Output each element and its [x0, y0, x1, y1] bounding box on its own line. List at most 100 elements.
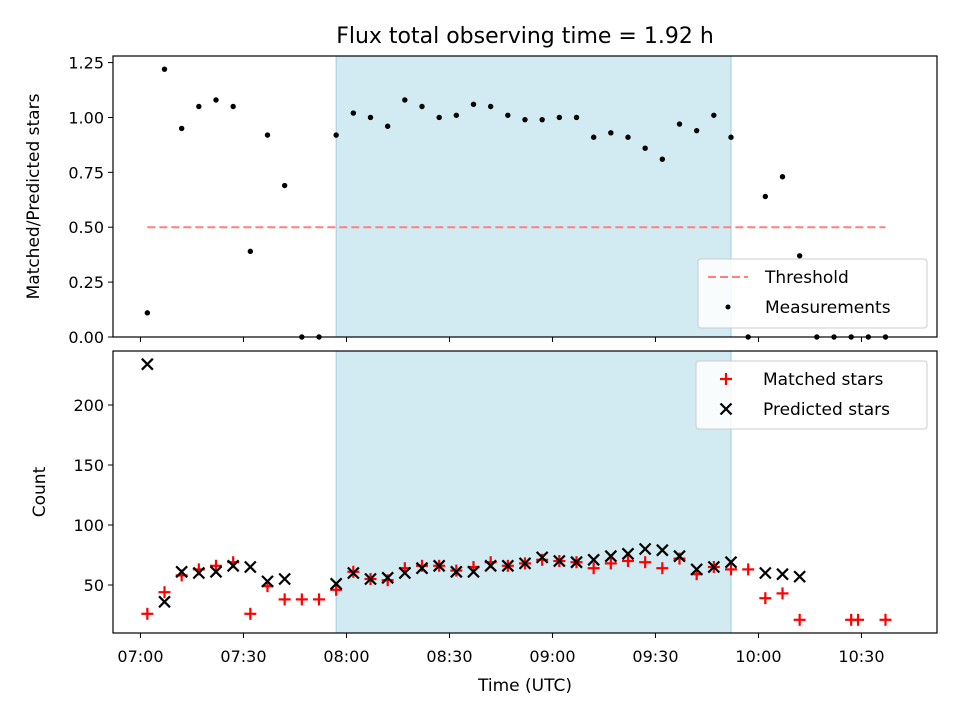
x-tick-label: 09:00: [529, 647, 575, 666]
x-tick-label: 08:30: [426, 647, 472, 666]
highlight-span-bottom: [335, 350, 732, 634]
top-legend-box: [697, 258, 928, 329]
measurement-point: [625, 134, 631, 140]
predicted-star-point: [329, 577, 343, 591]
y-tick-label: 50: [84, 576, 104, 595]
matched-star-point: [141, 607, 154, 620]
legend-matched-swatch: [720, 373, 732, 385]
measurement-points: [144, 66, 889, 340]
measurement-point: [161, 66, 168, 72]
top-legend: Threshold Measurements: [697, 258, 928, 329]
y-tick-label: 1.00: [68, 108, 104, 127]
bottom-axes-frame: [112, 350, 938, 634]
measurement-point: [230, 103, 236, 110]
y-tick-label: 150: [73, 456, 104, 475]
predicted-star-point: [553, 554, 566, 568]
measurement-point: [144, 310, 151, 316]
measurement-point: [470, 101, 477, 107]
predicted-star-point: [244, 560, 257, 574]
measurement-point: [728, 134, 734, 140]
measurement-point: [693, 127, 700, 134]
measurement-point: [384, 123, 391, 129]
top-axes-frame: [112, 55, 938, 338]
predicted-star-point: [638, 542, 652, 556]
measurement-point: [505, 112, 511, 118]
measurement-point: [264, 132, 271, 138]
y-tick-label: 1.25: [68, 54, 104, 73]
predicted-star-point: [690, 563, 703, 576]
matched-star-point: [639, 556, 652, 569]
predicted-star-point: [261, 575, 274, 588]
predicted-star-point: [398, 566, 412, 580]
measurement-point: [522, 116, 528, 123]
predicted-star-point: [518, 557, 532, 570]
legend-measurements-label: Measurements: [765, 298, 891, 318]
y-tick-label: 0.00: [68, 328, 104, 347]
predicted-star-point: [209, 565, 223, 579]
predicted-star-point: [570, 555, 583, 569]
predicted-star-point: [192, 566, 206, 580]
measurement-point: [402, 97, 408, 103]
predicted-star-point: [364, 572, 377, 586]
predicted-stars-points: [141, 357, 806, 609]
matched-star-point: [536, 553, 549, 566]
matched-star-point: [587, 562, 600, 575]
measurement-point: [556, 114, 563, 121]
predicted-star-point: [158, 595, 171, 609]
legend-predicted-label: Predicted stars: [763, 400, 890, 420]
measurement-point: [213, 97, 219, 103]
chart-title: Flux total observing time = 1.92 h: [336, 24, 714, 49]
predicted-star-point: [415, 561, 429, 575]
predicted-star-point: [467, 565, 480, 579]
matched-star-point: [313, 593, 325, 606]
matched-star-point: [725, 563, 737, 576]
highlight-span-top: [335, 55, 732, 338]
measurement-point: [367, 114, 374, 121]
measurement-point: [350, 110, 357, 116]
x-tick-label: 07:30: [220, 647, 266, 666]
matched-star-point: [742, 563, 755, 576]
predicted-star-point: [535, 551, 549, 564]
measurement-point: [676, 121, 683, 127]
measurement-point: [779, 174, 786, 180]
predicted-star-point: [484, 559, 497, 573]
predicted-star-point: [793, 570, 806, 583]
measurement-point: [333, 132, 339, 138]
legend-predicted-swatch: [719, 402, 733, 416]
measurement-point: [659, 156, 666, 162]
y-tick-label: 0.75: [68, 163, 104, 182]
matched-star-point: [673, 552, 686, 565]
measurement-point: [573, 114, 580, 121]
bottom-panel: 50 100 150 200 07:00 07:30 08:00 08:30 09:00 09:3…: [30, 350, 938, 696]
measurement-point: [419, 103, 425, 110]
predicted-star-point: [501, 559, 515, 573]
predicted-star-point: [226, 559, 240, 573]
measurement-point: [487, 103, 494, 110]
matched-star-point: [759, 592, 772, 605]
predicted-star-point: [175, 565, 188, 579]
measurement-point: [247, 248, 254, 255]
top-axis-ticks: 0.00 0.25 0.50 0.75 1.00 1.25: [68, 54, 862, 347]
matched-star-point: [793, 613, 806, 626]
measurement-point: [178, 125, 185, 132]
predicted-star-point: [673, 549, 686, 563]
predicted-star-point: [656, 543, 669, 557]
measurement-point: [608, 130, 614, 136]
predicted-star-point: [381, 571, 394, 585]
measurement-point: [711, 112, 717, 118]
predicted-star-point: [724, 555, 738, 569]
measurement-point: [539, 116, 545, 123]
matched-star-point: [330, 583, 343, 596]
legend-matched-label: Matched stars: [763, 370, 883, 390]
measurement-point: [453, 112, 460, 118]
matched-star-point: [776, 587, 789, 600]
matched-star-point: [656, 562, 669, 575]
x-tick-label: 08:00: [323, 647, 369, 666]
predicted-star-point: [141, 357, 154, 371]
top-panel: 0.00 0.25 0.50 0.75 1.00 1.25 Matched/Predict…: [24, 54, 938, 347]
measurement-point: [762, 193, 769, 200]
measurement-point: [281, 182, 288, 189]
matched-star-point: [295, 593, 308, 606]
matched-star-point: [278, 593, 291, 606]
bottom-axis-ticks: 50 100 150 200 07:00 07:30 08:00 08:30 09:00 09:3…: [73, 396, 884, 666]
